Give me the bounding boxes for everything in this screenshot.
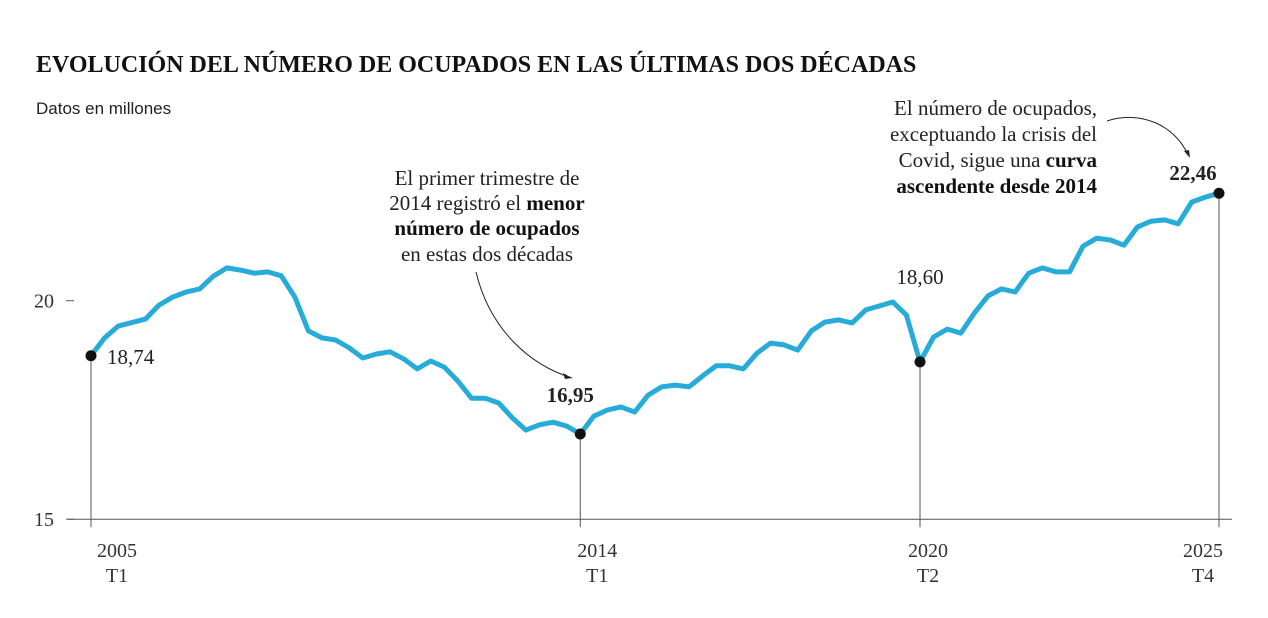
x-tick-year: 2025 xyxy=(1183,540,1223,562)
y-tick-label-15: 15 xyxy=(34,509,54,531)
chart-subtitle: Datos en millones xyxy=(36,99,171,118)
data-label-2014-t1: 16,95 xyxy=(547,383,594,407)
x-tick-year: 2020 xyxy=(908,540,948,562)
arrow-head-icon xyxy=(1184,150,1190,158)
x-tick-quarter: T4 xyxy=(1192,565,1214,587)
annotation-line: Covid, sigue una curva xyxy=(899,148,1098,172)
annotation-line: en estas dos décadas xyxy=(401,242,573,266)
data-point-dot xyxy=(85,350,97,362)
chart-title: EVOLUCIÓN DEL NÚMERO DE OCUPADOS EN LAS … xyxy=(36,51,916,78)
y-axis: 20 15 xyxy=(34,291,74,531)
annotation-line: 2014 registró el menor xyxy=(389,191,584,215)
annotation-line: número de ocupados xyxy=(394,216,579,240)
data-point-dot xyxy=(574,428,586,440)
annotation-arrow xyxy=(1106,117,1189,156)
data-point-dot xyxy=(914,356,926,368)
data-point-dot xyxy=(1213,187,1225,199)
data-label-2005-t1: 18,74 xyxy=(107,345,155,369)
annotation-line: El número de ocupados, xyxy=(894,96,1097,120)
data-label-2025-t4: 22,46 xyxy=(1169,161,1216,185)
arrow-head-icon xyxy=(563,373,572,379)
annotation-line: ascendente desde 2014 xyxy=(896,174,1097,198)
x-tick-quarter: T1 xyxy=(106,565,128,587)
data-label-2020-t2: 18,60 xyxy=(896,265,943,289)
x-tick-year: 2014 xyxy=(577,540,617,562)
y-tick-label-20: 20 xyxy=(34,291,54,313)
x-tick-quarter: T1 xyxy=(586,565,608,587)
series-line-ocupados xyxy=(88,190,1222,437)
annotation-min-2014: El primer trimestre de 2014 registró el … xyxy=(389,166,585,379)
annotation-line: exceptuando la crisis del xyxy=(890,122,1097,146)
annotation-line: El primer trimestre de xyxy=(395,166,580,190)
annotation-arrow xyxy=(475,271,573,379)
x-tick-quarter: T2 xyxy=(917,565,939,587)
annotation-growth: El número de ocupados, exceptuando la cr… xyxy=(890,96,1190,198)
x-tick-year: 2005 xyxy=(97,540,137,562)
